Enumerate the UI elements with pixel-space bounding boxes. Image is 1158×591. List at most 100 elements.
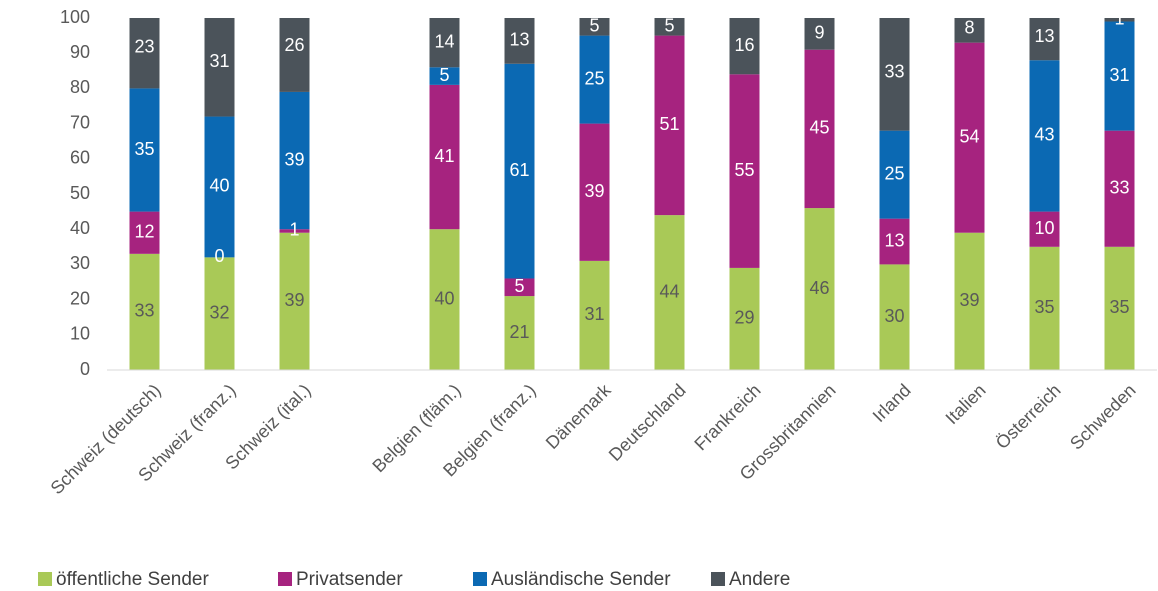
data-label: 35 — [1109, 297, 1129, 317]
data-label: 39 — [959, 290, 979, 310]
data-label: 1 — [289, 220, 299, 240]
bar-segment — [129, 211, 160, 254]
data-label: 1 — [1114, 9, 1124, 29]
y-tick-label: 50 — [70, 183, 90, 203]
y-tick-label: 40 — [70, 218, 90, 238]
bar-segment — [954, 18, 985, 43]
y-tick-label: 80 — [70, 77, 90, 97]
data-label: 8 — [964, 17, 974, 37]
bar-segment — [504, 18, 535, 64]
data-label: 32 — [209, 302, 229, 322]
bar-segment — [579, 18, 610, 36]
data-label: 31 — [209, 51, 229, 71]
data-label: 13 — [1034, 26, 1054, 46]
data-label: 25 — [584, 68, 604, 88]
data-label: 55 — [734, 160, 754, 180]
bar-segment — [1104, 18, 1135, 22]
data-label: 12 — [134, 221, 154, 241]
data-label: 5 — [514, 276, 524, 296]
data-label: 25 — [884, 163, 904, 183]
legend-label: Ausländische Sender — [491, 569, 671, 590]
data-label: 30 — [884, 306, 904, 326]
bar-segment — [729, 18, 760, 75]
bar-segment — [879, 18, 910, 131]
x-tick-label: Frankreich — [690, 380, 764, 454]
data-label: 33 — [1109, 177, 1129, 197]
legend-swatch — [473, 572, 487, 586]
bar-segment — [879, 218, 910, 265]
bar-segment — [654, 35, 685, 216]
bar-segment — [804, 49, 835, 209]
bar-segment — [129, 18, 160, 89]
y-tick-label: 90 — [70, 42, 90, 62]
data-label: 0 — [214, 246, 224, 266]
bar-segment — [1029, 246, 1060, 370]
bar-segment — [204, 257, 235, 370]
bar-segment — [879, 264, 910, 370]
x-tick-label: Österreich — [992, 380, 1065, 453]
bar-segment — [729, 74, 760, 268]
data-label: 44 — [659, 281, 679, 301]
legend-label: Privatsender — [296, 569, 403, 590]
data-label: 40 — [209, 176, 229, 196]
data-label: 39 — [284, 149, 304, 169]
bar-segment — [504, 278, 535, 297]
x-tick-label: Deutschland — [605, 380, 690, 465]
bar-segment — [579, 35, 610, 124]
data-label: 43 — [1034, 125, 1054, 145]
bar-segment — [954, 232, 985, 370]
data-label: 40 — [434, 288, 454, 308]
x-tick-label: Dänemark — [542, 379, 616, 453]
data-label: 45 — [809, 118, 829, 138]
bar-segment — [504, 63, 535, 279]
bar-segment — [1029, 211, 1060, 247]
bar-segment — [1104, 21, 1135, 131]
data-label: 41 — [434, 146, 454, 166]
bar-segment — [504, 296, 535, 370]
data-label: 5 — [664, 16, 674, 36]
bar-segment — [804, 208, 835, 370]
y-tick-label: 30 — [70, 253, 90, 273]
bar-segment — [429, 67, 460, 85]
bar-segment — [129, 253, 160, 370]
y-tick-label: 60 — [70, 148, 90, 168]
data-label: 13 — [509, 30, 529, 50]
data-label: 10 — [1034, 218, 1054, 238]
data-label: 5 — [589, 16, 599, 36]
data-label: 33 — [134, 301, 154, 321]
data-label: 26 — [284, 35, 304, 55]
data-label: 61 — [509, 160, 529, 180]
x-tick-label: Schweden — [1066, 380, 1140, 454]
data-label: 35 — [134, 139, 154, 159]
bar-segment — [954, 42, 985, 233]
data-label: 39 — [284, 290, 304, 310]
data-label: 9 — [814, 23, 824, 43]
bar-segment — [279, 229, 310, 233]
bar-segment — [579, 260, 610, 370]
x-tick-label: Irland — [869, 380, 915, 426]
legend-swatch — [711, 572, 725, 586]
bar-segment — [879, 130, 910, 219]
bar-segment — [1104, 130, 1135, 247]
data-label: 35 — [1034, 297, 1054, 317]
bar-segment — [1104, 246, 1135, 370]
y-tick-label: 70 — [70, 112, 90, 132]
legend-swatch — [38, 572, 52, 586]
y-tick-label: 100 — [60, 7, 90, 27]
legend-swatch — [278, 572, 292, 586]
data-label: 51 — [659, 114, 679, 134]
data-label: 31 — [584, 304, 604, 324]
data-label: 29 — [734, 308, 754, 328]
bar-segment — [579, 123, 610, 261]
y-tick-label: 0 — [80, 359, 90, 379]
data-label: 14 — [434, 31, 454, 51]
bar-segment — [204, 18, 235, 117]
legend-label: öffentliche Sender — [56, 569, 209, 590]
data-label: 13 — [884, 230, 904, 250]
bar-segment — [429, 18, 460, 68]
plot-area — [129, 18, 1135, 370]
data-label: 31 — [1109, 65, 1129, 85]
data-label: 23 — [134, 37, 154, 57]
bar-segment — [279, 232, 310, 370]
